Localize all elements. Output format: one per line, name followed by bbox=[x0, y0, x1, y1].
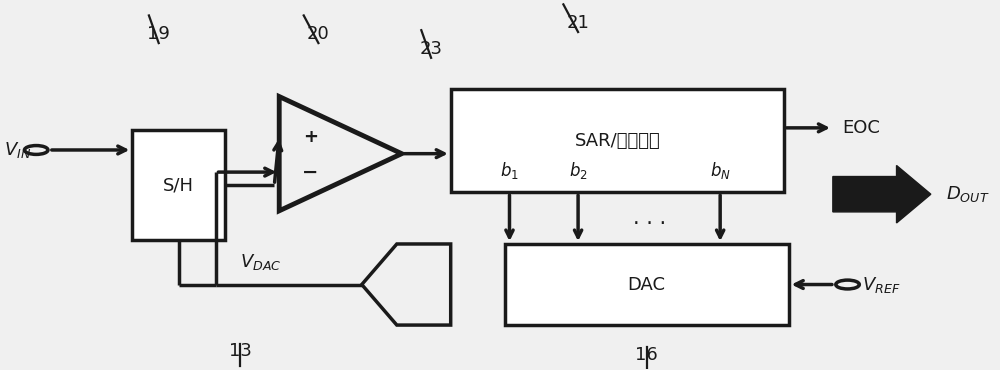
Text: 19: 19 bbox=[147, 25, 170, 43]
Text: SAR/控制逻辑: SAR/控制逻辑 bbox=[574, 132, 660, 150]
Text: $V_{DAC}$: $V_{DAC}$ bbox=[240, 252, 281, 272]
Polygon shape bbox=[833, 165, 931, 223]
Text: S/H: S/H bbox=[163, 176, 194, 194]
Text: 13: 13 bbox=[229, 342, 251, 360]
Text: 23: 23 bbox=[420, 40, 443, 58]
FancyBboxPatch shape bbox=[451, 89, 784, 192]
Text: . . .: . . . bbox=[633, 208, 666, 228]
Text: DAC: DAC bbox=[628, 276, 666, 293]
Text: $b_N$: $b_N$ bbox=[710, 160, 731, 181]
Text: $D_{OUT}$: $D_{OUT}$ bbox=[946, 184, 989, 204]
Text: $V_{REF}$: $V_{REF}$ bbox=[862, 275, 901, 295]
Text: −: − bbox=[302, 162, 319, 182]
FancyBboxPatch shape bbox=[505, 244, 789, 325]
Text: $V_{IN}$: $V_{IN}$ bbox=[4, 139, 31, 159]
Text: $b_1$: $b_1$ bbox=[500, 160, 519, 181]
Text: 16: 16 bbox=[635, 346, 658, 364]
Text: 20: 20 bbox=[307, 25, 330, 43]
Text: 21: 21 bbox=[567, 14, 590, 32]
Text: EOC: EOC bbox=[843, 119, 881, 137]
FancyBboxPatch shape bbox=[132, 130, 225, 240]
Text: $b_2$: $b_2$ bbox=[569, 160, 587, 181]
Text: +: + bbox=[303, 128, 318, 146]
